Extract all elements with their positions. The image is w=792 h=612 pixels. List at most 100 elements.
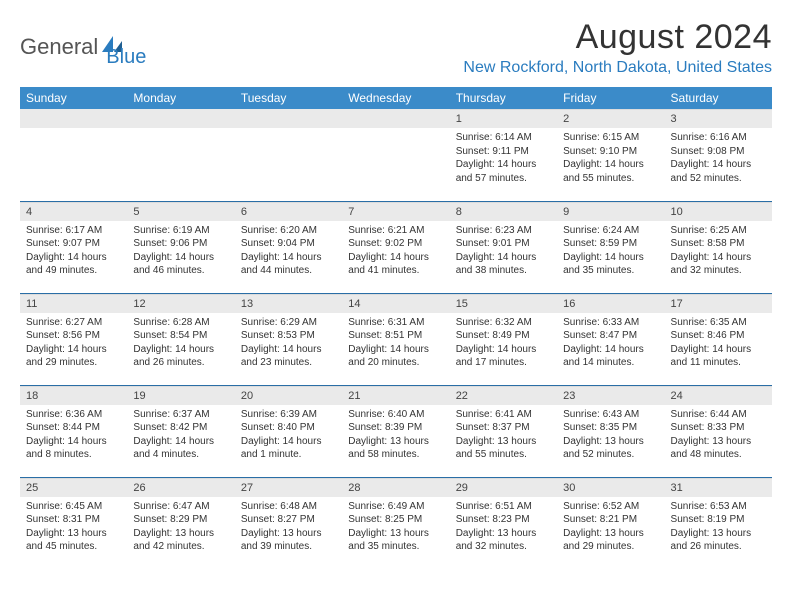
sunrise-line: Sunrise: 6:48 AM (241, 500, 336, 514)
day-number: 9 (557, 202, 664, 221)
sunrise-line: Sunrise: 6:37 AM (133, 408, 228, 422)
day-cell: 18Sunrise: 6:36 AMSunset: 8:44 PMDayligh… (20, 385, 127, 477)
calendar-row: 4Sunrise: 6:17 AMSunset: 9:07 PMDaylight… (20, 201, 772, 293)
sunrise-line: Sunrise: 6:49 AM (348, 500, 443, 514)
day-number: 20 (235, 386, 342, 405)
day-details: Sunrise: 6:49 AMSunset: 8:25 PMDaylight:… (342, 497, 449, 558)
day-cell: 10Sunrise: 6:25 AMSunset: 8:58 PMDayligh… (665, 201, 772, 293)
day-number: 21 (342, 386, 449, 405)
daylight-line: Daylight: 13 hours and 26 minutes. (671, 527, 766, 554)
sunrise-line: Sunrise: 6:35 AM (671, 316, 766, 330)
sunset-line: Sunset: 9:02 PM (348, 237, 443, 251)
sunset-line: Sunset: 9:06 PM (133, 237, 228, 251)
empty-cell (127, 109, 234, 201)
sunrise-line: Sunrise: 6:21 AM (348, 224, 443, 238)
calendar-row: 25Sunrise: 6:45 AMSunset: 8:31 PMDayligh… (20, 477, 772, 569)
sunrise-line: Sunrise: 6:43 AM (563, 408, 658, 422)
day-details: Sunrise: 6:19 AMSunset: 9:06 PMDaylight:… (127, 221, 234, 282)
day-cell: 28Sunrise: 6:49 AMSunset: 8:25 PMDayligh… (342, 477, 449, 569)
day-cell: 17Sunrise: 6:35 AMSunset: 8:46 PMDayligh… (665, 293, 772, 385)
day-number: 18 (20, 386, 127, 405)
day-details: Sunrise: 6:39 AMSunset: 8:40 PMDaylight:… (235, 405, 342, 466)
calendar-row: 18Sunrise: 6:36 AMSunset: 8:44 PMDayligh… (20, 385, 772, 477)
day-details: Sunrise: 6:40 AMSunset: 8:39 PMDaylight:… (342, 405, 449, 466)
daylight-line: Daylight: 14 hours and 38 minutes. (456, 251, 551, 278)
empty-day-bar (235, 109, 342, 128)
daylight-line: Daylight: 14 hours and 49 minutes. (26, 251, 121, 278)
header: General Blue August 2024 New Rockford, N… (20, 18, 772, 77)
sunrise-line: Sunrise: 6:41 AM (456, 408, 551, 422)
day-details: Sunrise: 6:45 AMSunset: 8:31 PMDaylight:… (20, 497, 127, 558)
sunset-line: Sunset: 9:11 PM (456, 145, 551, 159)
title-block: August 2024 New Rockford, North Dakota, … (463, 18, 772, 77)
day-cell: 16Sunrise: 6:33 AMSunset: 8:47 PMDayligh… (557, 293, 664, 385)
daylight-line: Daylight: 14 hours and 11 minutes. (671, 343, 766, 370)
day-cell: 19Sunrise: 6:37 AMSunset: 8:42 PMDayligh… (127, 385, 234, 477)
day-number: 3 (665, 109, 772, 128)
weekday-header: Friday (557, 87, 664, 109)
sunrise-line: Sunrise: 6:28 AM (133, 316, 228, 330)
sunrise-line: Sunrise: 6:17 AM (26, 224, 121, 238)
day-number: 23 (557, 386, 664, 405)
day-cell: 5Sunrise: 6:19 AMSunset: 9:06 PMDaylight… (127, 201, 234, 293)
weekday-header: Thursday (450, 87, 557, 109)
day-details: Sunrise: 6:31 AMSunset: 8:51 PMDaylight:… (342, 313, 449, 374)
day-cell: 23Sunrise: 6:43 AMSunset: 8:35 PMDayligh… (557, 385, 664, 477)
day-number: 10 (665, 202, 772, 221)
day-details: Sunrise: 6:43 AMSunset: 8:35 PMDaylight:… (557, 405, 664, 466)
day-cell: 21Sunrise: 6:40 AMSunset: 8:39 PMDayligh… (342, 385, 449, 477)
day-details: Sunrise: 6:14 AMSunset: 9:11 PMDaylight:… (450, 128, 557, 189)
page-title: August 2024 (463, 18, 772, 57)
empty-cell (235, 109, 342, 201)
logo: General Blue (20, 24, 146, 69)
day-cell: 20Sunrise: 6:39 AMSunset: 8:40 PMDayligh… (235, 385, 342, 477)
sunrise-line: Sunrise: 6:45 AM (26, 500, 121, 514)
day-details: Sunrise: 6:37 AMSunset: 8:42 PMDaylight:… (127, 405, 234, 466)
day-details: Sunrise: 6:35 AMSunset: 8:46 PMDaylight:… (665, 313, 772, 374)
day-cell: 11Sunrise: 6:27 AMSunset: 8:56 PMDayligh… (20, 293, 127, 385)
day-number: 2 (557, 109, 664, 128)
daylight-line: Daylight: 14 hours and 8 minutes. (26, 435, 121, 462)
sunset-line: Sunset: 8:44 PM (26, 421, 121, 435)
day-number: 5 (127, 202, 234, 221)
empty-day-bar (20, 109, 127, 128)
daylight-line: Daylight: 14 hours and 26 minutes. (133, 343, 228, 370)
day-cell: 25Sunrise: 6:45 AMSunset: 8:31 PMDayligh… (20, 477, 127, 569)
weekday-header: Wednesday (342, 87, 449, 109)
day-cell: 15Sunrise: 6:32 AMSunset: 8:49 PMDayligh… (450, 293, 557, 385)
day-details: Sunrise: 6:27 AMSunset: 8:56 PMDaylight:… (20, 313, 127, 374)
day-cell: 29Sunrise: 6:51 AMSunset: 8:23 PMDayligh… (450, 477, 557, 569)
sunset-line: Sunset: 8:46 PM (671, 329, 766, 343)
day-cell: 12Sunrise: 6:28 AMSunset: 8:54 PMDayligh… (127, 293, 234, 385)
daylight-line: Daylight: 13 hours and 32 minutes. (456, 527, 551, 554)
day-details: Sunrise: 6:47 AMSunset: 8:29 PMDaylight:… (127, 497, 234, 558)
day-cell: 9Sunrise: 6:24 AMSunset: 8:59 PMDaylight… (557, 201, 664, 293)
empty-day-bar (127, 109, 234, 128)
day-number: 28 (342, 478, 449, 497)
day-details: Sunrise: 6:15 AMSunset: 9:10 PMDaylight:… (557, 128, 664, 189)
day-cell: 13Sunrise: 6:29 AMSunset: 8:53 PMDayligh… (235, 293, 342, 385)
day-cell: 2Sunrise: 6:15 AMSunset: 9:10 PMDaylight… (557, 109, 664, 201)
day-details: Sunrise: 6:20 AMSunset: 9:04 PMDaylight:… (235, 221, 342, 282)
sunset-line: Sunset: 8:51 PM (348, 329, 443, 343)
sunset-line: Sunset: 8:35 PM (563, 421, 658, 435)
day-number: 30 (557, 478, 664, 497)
day-cell: 30Sunrise: 6:52 AMSunset: 8:21 PMDayligh… (557, 477, 664, 569)
day-cell: 31Sunrise: 6:53 AMSunset: 8:19 PMDayligh… (665, 477, 772, 569)
sunset-line: Sunset: 8:31 PM (26, 513, 121, 527)
day-number: 11 (20, 294, 127, 313)
day-cell: 6Sunrise: 6:20 AMSunset: 9:04 PMDaylight… (235, 201, 342, 293)
sunset-line: Sunset: 8:40 PM (241, 421, 336, 435)
day-details: Sunrise: 6:41 AMSunset: 8:37 PMDaylight:… (450, 405, 557, 466)
sunrise-line: Sunrise: 6:14 AM (456, 131, 551, 145)
day-number: 27 (235, 478, 342, 497)
sunrise-line: Sunrise: 6:25 AM (671, 224, 766, 238)
weekday-header: Sunday (20, 87, 127, 109)
sunrise-line: Sunrise: 6:44 AM (671, 408, 766, 422)
day-number: 8 (450, 202, 557, 221)
day-number: 22 (450, 386, 557, 405)
daylight-line: Daylight: 14 hours and 46 minutes. (133, 251, 228, 278)
day-details: Sunrise: 6:25 AMSunset: 8:58 PMDaylight:… (665, 221, 772, 282)
weekday-header: Tuesday (235, 87, 342, 109)
daylight-line: Daylight: 14 hours and 52 minutes. (671, 158, 766, 185)
